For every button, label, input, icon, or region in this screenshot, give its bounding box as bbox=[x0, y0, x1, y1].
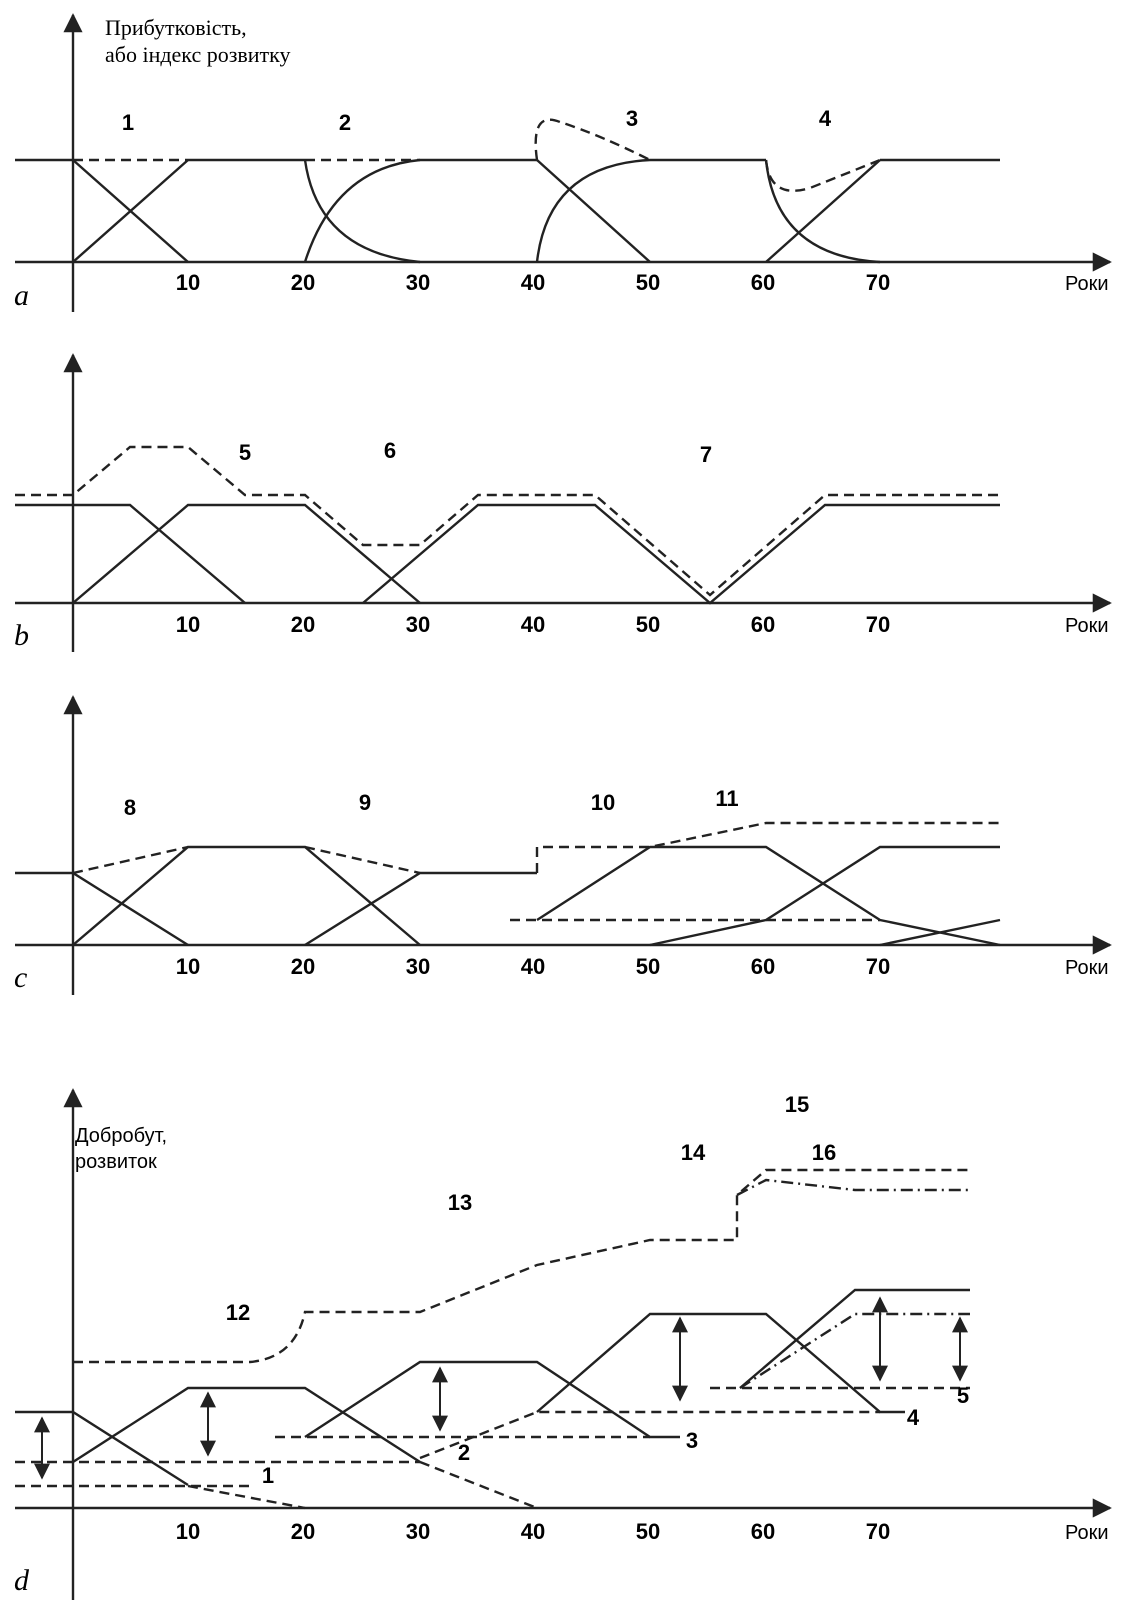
panel-letter: c bbox=[14, 961, 27, 994]
solid-curve bbox=[362, 503, 1000, 605]
curve-label: 4 bbox=[907, 1405, 920, 1430]
curve-label: 1 bbox=[262, 1463, 274, 1488]
x-tick-label: 40 bbox=[521, 954, 545, 979]
x-tick-label: 70 bbox=[866, 1519, 890, 1544]
curve-label: 8 bbox=[124, 795, 136, 820]
solid-curve bbox=[649, 845, 1000, 947]
x-tick-label: 10 bbox=[176, 270, 200, 295]
dashed-curve bbox=[72, 845, 189, 875]
x-tick-label: 70 bbox=[866, 954, 890, 979]
solid-curve bbox=[72, 159, 189, 263]
panel-letter: b bbox=[14, 619, 29, 652]
solid-curve bbox=[739, 1288, 970, 1389]
solid-curve bbox=[15, 871, 189, 947]
solid-curve bbox=[15, 1410, 189, 1487]
curve-label: 13 bbox=[448, 1190, 472, 1215]
dashdot-curve bbox=[739, 1312, 970, 1390]
curve-label: 4 bbox=[819, 106, 832, 131]
y-axis-label: Добробут, bbox=[75, 1125, 167, 1147]
x-tick-label: 10 bbox=[176, 1519, 200, 1544]
x-tick-label: 30 bbox=[406, 954, 430, 979]
x-axis-label: Роки bbox=[1065, 957, 1109, 979]
x-tick-label: 40 bbox=[521, 270, 545, 295]
curve-label: 6 bbox=[384, 438, 396, 463]
x-tick-label: 50 bbox=[636, 1519, 660, 1544]
curve-label: 5 bbox=[957, 1383, 969, 1408]
dashed-curve bbox=[187, 1484, 306, 1510]
x-tick-label: 40 bbox=[521, 1519, 545, 1544]
curve-label: 7 bbox=[700, 442, 712, 467]
dashed-curve bbox=[304, 845, 421, 875]
dashed-curve bbox=[15, 445, 1000, 597]
dashdot-curve bbox=[736, 1178, 970, 1197]
curve-label: 3 bbox=[626, 106, 638, 131]
x-tick-label: 30 bbox=[406, 612, 430, 637]
x-tick-label: 60 bbox=[751, 1519, 775, 1544]
curve-label: 9 bbox=[359, 790, 371, 815]
x-tick-label: 50 bbox=[636, 954, 660, 979]
x-tick-label: 10 bbox=[176, 954, 200, 979]
curve-label: 2 bbox=[339, 110, 351, 135]
solid-curve bbox=[765, 159, 881, 263]
x-tick-label: 70 bbox=[866, 612, 890, 637]
curve-label: 5 bbox=[239, 440, 251, 465]
dashed-curve bbox=[419, 1410, 880, 1460]
curve-label: 16 bbox=[812, 1140, 836, 1165]
y-axis-label: Прибутковість, bbox=[105, 15, 247, 40]
curve-label: 1 bbox=[122, 110, 134, 135]
x-tick-label: 70 bbox=[866, 270, 890, 295]
solid-curve bbox=[72, 1386, 421, 1464]
curve-label: 15 bbox=[785, 1092, 809, 1117]
solid-curve bbox=[72, 845, 421, 946]
y-axis-label: розвиток bbox=[75, 1151, 157, 1173]
x-tick-label: 40 bbox=[521, 612, 545, 637]
x-tick-label: 60 bbox=[751, 954, 775, 979]
x-tick-label: 20 bbox=[291, 1519, 315, 1544]
x-tick-label: 30 bbox=[406, 1519, 430, 1544]
x-tick-label: 30 bbox=[406, 270, 430, 295]
panel-letter: a bbox=[14, 279, 29, 312]
x-tick-label: 50 bbox=[636, 612, 660, 637]
curve-label: 2 bbox=[458, 1440, 470, 1465]
y-axis-label: або індекс розвитку bbox=[105, 42, 291, 67]
x-tick-label: 60 bbox=[751, 612, 775, 637]
curve-label: 12 bbox=[226, 1300, 250, 1325]
dashed-curve bbox=[764, 158, 881, 192]
dashed-curve bbox=[534, 118, 651, 162]
solid-curve bbox=[304, 871, 537, 947]
panel-letter: d bbox=[14, 1564, 30, 1597]
x-tick-label: 60 bbox=[751, 270, 775, 295]
solid-curve bbox=[304, 1360, 680, 1439]
solid-curve bbox=[303, 158, 421, 263]
dashed-curve bbox=[73, 1168, 970, 1364]
solid-curve bbox=[879, 918, 1001, 947]
curve-label: 3 bbox=[686, 1428, 698, 1453]
solid-curve bbox=[536, 845, 1001, 947]
x-tick-label: 10 bbox=[176, 612, 200, 637]
curve-label: 11 bbox=[715, 786, 738, 811]
curve-label: 10 bbox=[591, 790, 615, 815]
solid-curve bbox=[72, 503, 421, 604]
x-axis-label: Роки bbox=[1065, 1522, 1109, 1544]
x-tick-label: 20 bbox=[291, 612, 315, 637]
x-axis-label: Роки bbox=[1065, 273, 1109, 295]
x-tick-label: 20 bbox=[291, 270, 315, 295]
x-axis-label: Роки bbox=[1065, 615, 1109, 637]
solid-curve bbox=[536, 159, 651, 263]
dashed-curve bbox=[419, 1460, 538, 1510]
x-tick-label: 20 bbox=[291, 954, 315, 979]
curve-label: 14 bbox=[681, 1140, 706, 1165]
solid-curve bbox=[536, 1312, 905, 1414]
dashed-curve bbox=[535, 821, 1000, 873]
x-tick-label: 50 bbox=[636, 270, 660, 295]
solid-curve bbox=[303, 159, 421, 264]
solid-curve bbox=[15, 503, 246, 604]
solid-curve bbox=[535, 158, 651, 263]
